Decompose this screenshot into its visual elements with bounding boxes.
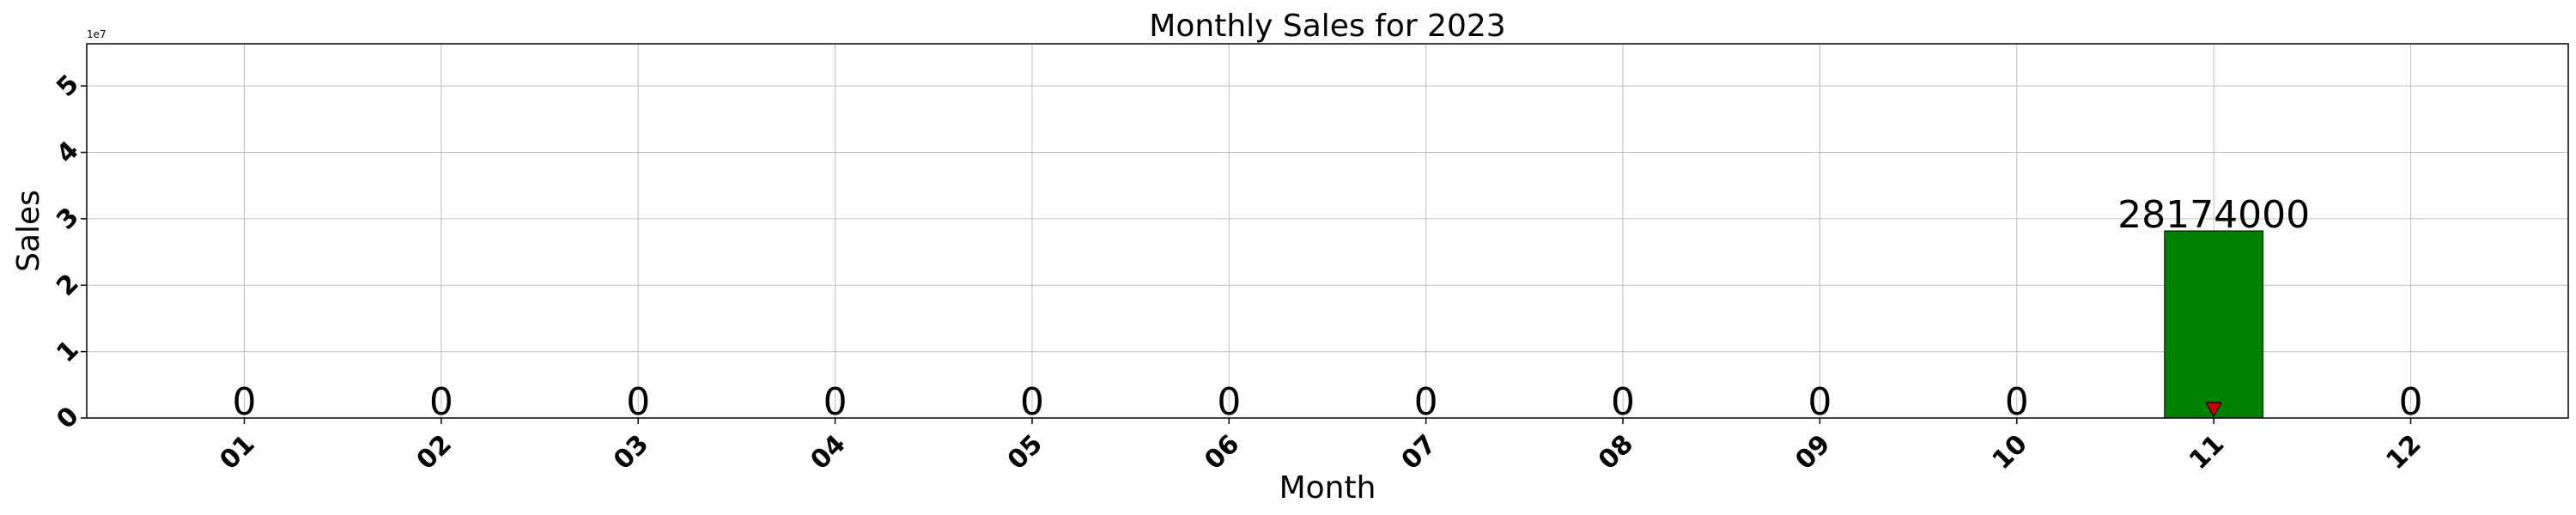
x-tick-label: 05 — [1002, 429, 1048, 476]
y-tick-label: 3 — [51, 202, 85, 236]
x-tick-label: 04 — [805, 429, 851, 476]
x-tick-label: 11 — [2184, 429, 2230, 476]
data-label-month-05: 0 — [1020, 380, 1044, 424]
data-label-month-10: 0 — [2005, 380, 2029, 424]
chart-title: Monthly Sales for 2023 — [1149, 9, 1505, 44]
y-axis-offset: 1e7 — [87, 28, 106, 40]
data-label-month-07: 0 — [1414, 380, 1438, 424]
x-tick-label: 06 — [1199, 429, 1245, 476]
x-tick-label: 02 — [411, 429, 458, 476]
y-tick-label: 4 — [51, 136, 85, 170]
y-tick-label: 1 — [51, 335, 85, 369]
data-label-month-08: 0 — [1611, 380, 1635, 424]
x-tick-label: 01 — [214, 429, 260, 476]
data-labels: 0 0 0 0 0 0 0 0 0 0 28174000 0 — [232, 193, 2422, 424]
bar-month-11 — [2164, 230, 2263, 419]
grid — [87, 44, 2568, 419]
y-tick-label: 5 — [51, 69, 85, 103]
bars — [2164, 230, 2263, 419]
x-axis-label: Month — [1279, 470, 1376, 506]
x-tick-label: 09 — [1789, 429, 1836, 476]
data-label-month-04: 0 — [823, 380, 848, 424]
data-label-month-03: 0 — [626, 380, 650, 424]
x-tick-label: 07 — [1396, 429, 1443, 476]
y-axis-label: Sales — [11, 190, 46, 272]
data-label-month-06: 0 — [1217, 380, 1241, 424]
data-label-month-02: 0 — [429, 380, 453, 424]
data-label-month-01: 0 — [232, 380, 256, 424]
data-label-month-12: 0 — [2399, 380, 2423, 424]
data-label-month-11: 28174000 — [2117, 193, 2310, 237]
x-tick-label: 12 — [2380, 429, 2427, 476]
x-tick-label: 10 — [1987, 429, 2033, 476]
marker-triangle — [2205, 402, 2223, 418]
x-tick-label: 08 — [1593, 429, 1639, 476]
y-tick-label: 0 — [51, 401, 85, 435]
plot-area-frame — [86, 43, 2569, 419]
y-tick-label: 2 — [51, 268, 85, 302]
data-label-month-09: 0 — [1807, 380, 1832, 424]
x-tick-label: 03 — [608, 429, 654, 476]
